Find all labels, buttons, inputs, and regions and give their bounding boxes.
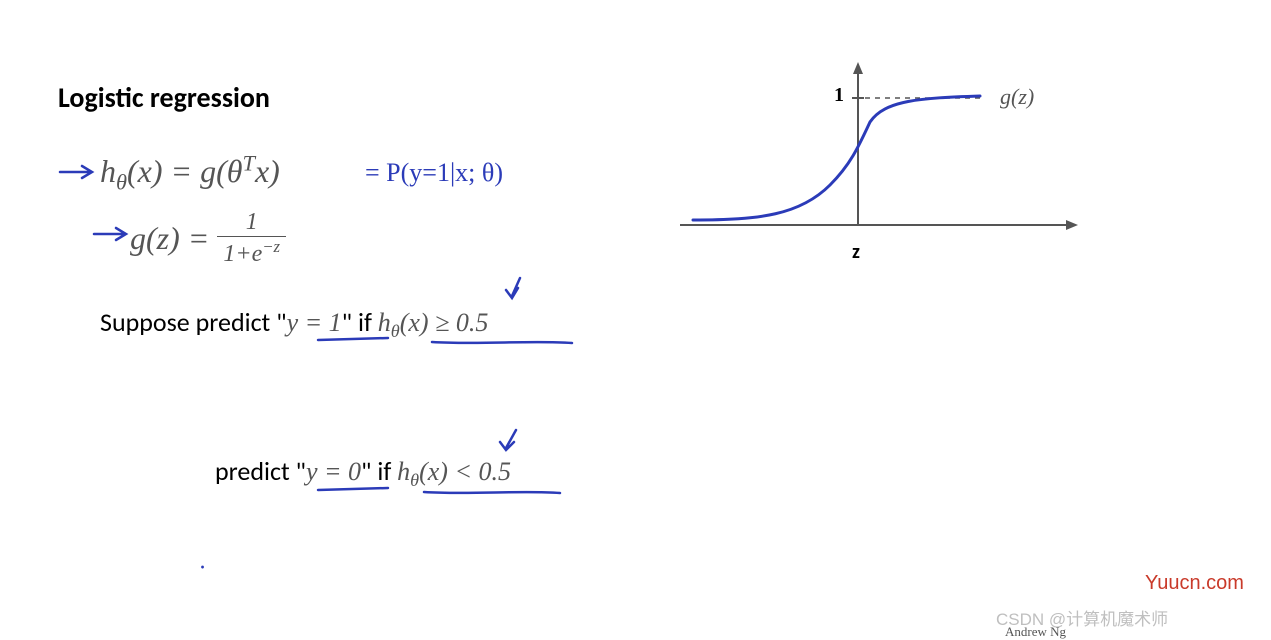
stray-mark: · — [200, 555, 205, 579]
chart-label-z: z — [852, 240, 860, 264]
sigmoid-chart — [0, 0, 1271, 637]
watermark-yuucn: Yuucn.com — [1145, 572, 1244, 595]
watermark-csdn: CSDN @计算机魔术师 — [996, 605, 1168, 630]
chart-label-gz: g(z) — [1000, 84, 1034, 110]
chart-label-one: 1 — [834, 84, 844, 107]
